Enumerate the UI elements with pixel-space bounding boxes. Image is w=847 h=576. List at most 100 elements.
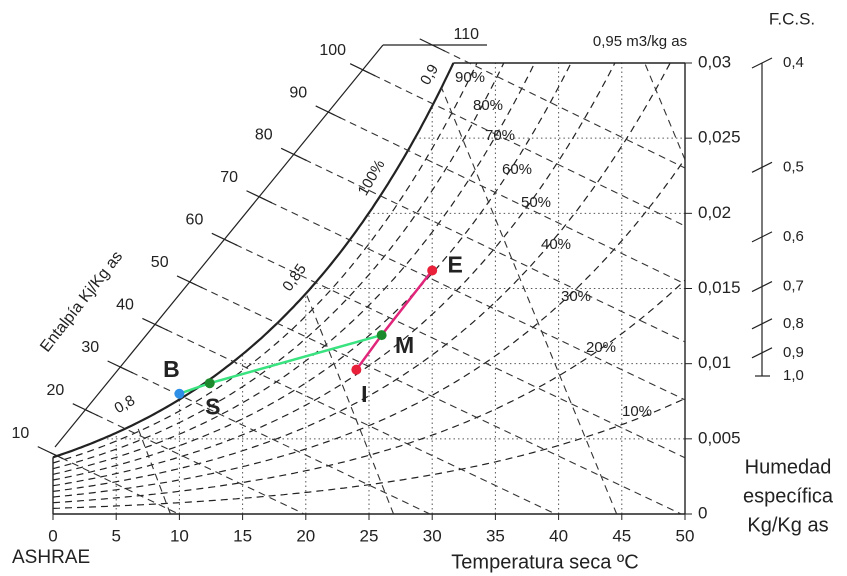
fcs-tick [751, 281, 773, 293]
rh-curve [52, 62, 572, 481]
enthalpy-tick [280, 147, 307, 161]
enthalpy-tick [349, 63, 376, 77]
point-label: M [395, 332, 414, 358]
x-tick-label: 10 [170, 526, 189, 545]
enthalpy-label: 80 [255, 127, 273, 144]
fcs-label: 0,9 [783, 344, 804, 361]
fcs-title: F.C.S. [769, 9, 815, 28]
point-label: I [361, 381, 367, 407]
volume-line [135, 423, 171, 515]
enthalpy-line [293, 153, 686, 343]
volume-line [644, 62, 686, 160]
rh-curve [52, 62, 671, 492]
x-tick-label: 40 [549, 526, 568, 545]
y-tick-label: 0,03 [698, 52, 731, 71]
rh-label: 40% [541, 236, 571, 253]
rh-curve [52, 62, 536, 475]
enthalpy-tick [72, 403, 99, 417]
rh-label: 10% [622, 403, 652, 420]
y-axis-title: específica [743, 485, 834, 507]
y-tick-label: 0,01 [698, 353, 731, 372]
x-tick-label: 5 [111, 526, 120, 545]
enthalpy-tick [419, 38, 446, 52]
state-point [427, 265, 438, 276]
volume-label: 0,95 m3/kg as [593, 33, 687, 50]
x-tick-label: 0 [48, 526, 57, 545]
enthalpy-tick [176, 275, 203, 289]
fcs-label: 0,7 [783, 278, 804, 295]
enthalpy-line [120, 366, 431, 515]
enthalpy-label: 60 [186, 212, 204, 229]
y-axis-title: Humedad [745, 456, 832, 478]
rh-curve [52, 62, 616, 487]
enthalpy-tick [315, 105, 342, 119]
enthalpy-tick [37, 446, 64, 460]
enthalpy-label: 70 [220, 169, 238, 186]
enthalpy-label: 40 [116, 297, 134, 314]
fcs-label: 0,4 [783, 54, 804, 71]
enthalpy-line [258, 196, 686, 401]
enthalpy-label: 30 [81, 339, 99, 356]
volume-line [305, 293, 395, 515]
enthalpy-line [432, 44, 686, 169]
enthalpy-tick [211, 232, 238, 246]
enthalpy-line [85, 409, 305, 515]
fcs-label: 0,8 [783, 315, 804, 332]
enthalpy-tick [142, 317, 168, 331]
x-tick-label: 25 [360, 526, 379, 545]
x-tick-label: 50 [676, 526, 695, 545]
y-tick-label: 0 [698, 503, 707, 522]
fcs-label: 0,6 [783, 228, 804, 245]
enthalpy-label: 50 [151, 254, 169, 271]
enthalpy-label: 100 [319, 42, 346, 59]
fcs-tick [751, 318, 773, 330]
enthalpy-label: 10 [11, 425, 29, 442]
x-tick-label: 15 [233, 526, 252, 545]
rh-curve [52, 62, 478, 464]
x-tick-label: 20 [296, 526, 315, 545]
state-point [204, 378, 215, 389]
state-point [351, 364, 362, 375]
volume-line [440, 87, 618, 515]
rh-label: 60% [502, 161, 532, 178]
state-point [174, 388, 185, 399]
rh-label: 20% [586, 339, 616, 356]
rh-curve [52, 62, 505, 470]
rh-label: 50% [521, 194, 551, 211]
rh-label: 80% [473, 97, 503, 114]
fcs-tick [751, 347, 773, 359]
enthalpy-line [154, 323, 556, 515]
fcs-tick [751, 161, 773, 173]
rh-curve [52, 397, 686, 509]
enthalpy-line [189, 281, 682, 515]
enthalpy-line [328, 111, 686, 285]
y-tick-label: 0,025 [698, 128, 741, 147]
y-tick-label: 0,005 [698, 428, 741, 447]
point-label: B [163, 356, 180, 382]
rh-label: 70% [485, 127, 515, 144]
footnote: ASHRAE [12, 547, 90, 568]
fcs-tick [751, 231, 773, 243]
enthalpy-tick [107, 360, 134, 374]
enthalpy-line [224, 238, 686, 459]
enthalpy-label: 20 [47, 382, 65, 399]
rh-curve [52, 158, 686, 498]
point-label: E [448, 252, 463, 278]
y-tick-label: 0,015 [698, 278, 741, 297]
point-label: S [205, 393, 220, 419]
enthalpy-label: 110 [454, 26, 480, 43]
fcs-label: 0,5 [783, 158, 804, 175]
saturation-curve [52, 62, 455, 459]
x-axis-title: Temperatura seca ºC [451, 551, 638, 573]
x-tick-label: 35 [486, 526, 505, 545]
rh-label: 90% [455, 69, 485, 86]
fcs-label: 1,0 [783, 367, 804, 384]
y-axis-title: Kg/Kg as [747, 514, 828, 536]
x-tick-label: 30 [423, 526, 442, 545]
rh-label: 30% [561, 288, 591, 305]
state-point [376, 330, 387, 341]
fcs-tick [751, 57, 773, 69]
enthalpy-label: 90 [289, 84, 307, 101]
